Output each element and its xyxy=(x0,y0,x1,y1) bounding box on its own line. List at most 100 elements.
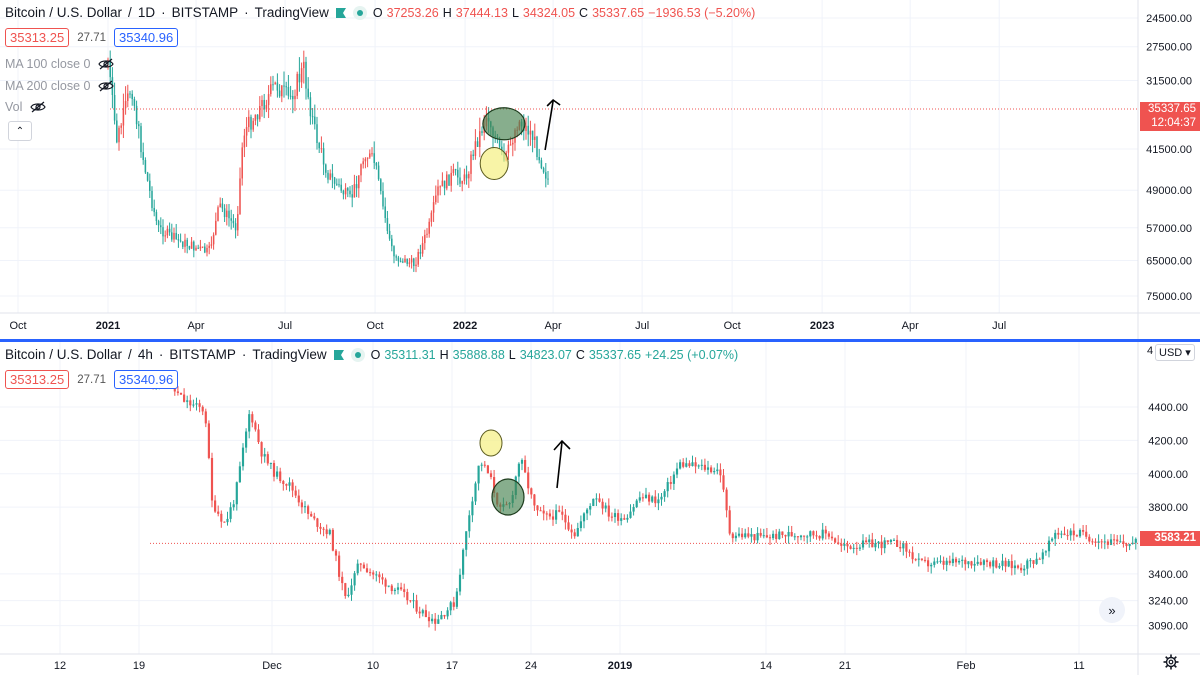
eye-hidden-icon[interactable] xyxy=(98,80,115,92)
flag-icon[interactable] xyxy=(335,7,347,19)
symbol-name[interactable]: Bitcoin / U.S. Dollar xyxy=(5,5,123,20)
daily-candle-body xyxy=(384,206,386,219)
indicator-volume[interactable]: Vol xyxy=(5,100,47,114)
daily-candle-body xyxy=(437,186,439,196)
daily-candle-body xyxy=(267,94,270,106)
daily-chart-canvas[interactable]: 24500.00 27500.00 31500.00 41500.00 49000.00… xyxy=(0,0,1200,339)
4h-candle-body xyxy=(598,498,601,502)
daily-candle-body xyxy=(307,88,309,98)
y-tick-label: 41500.00 xyxy=(1146,144,1192,156)
4h-candle-body xyxy=(1094,541,1097,543)
daily-candle-body xyxy=(270,84,272,95)
daily-candle-body xyxy=(419,252,422,254)
chart-panel-4h[interactable]: 4400.00 4200.00 4000.00 3800.00 3400.00 3240.… xyxy=(0,342,1200,675)
indicator-ma200[interactable]: MA 200 close 0 xyxy=(5,79,115,93)
chevron-up-icon[interactable]: ⌃ xyxy=(8,121,32,141)
sell-button[interactable]: 35313.25 xyxy=(5,28,70,47)
exchange-label: BITSTAMP xyxy=(171,5,239,20)
4h-candle-body xyxy=(871,539,874,548)
4h-candle-body xyxy=(765,535,768,538)
x-tick-label: Jul xyxy=(992,320,1006,332)
indicator-ma100[interactable]: MA 100 close 0 xyxy=(5,57,115,71)
daily-candle-body xyxy=(135,105,138,125)
4h-candle-body xyxy=(930,564,933,567)
4h-candle-body xyxy=(843,544,846,546)
4h-candle-body xyxy=(1069,530,1072,536)
4h-chart-canvas[interactable]: 4400.00 4200.00 4000.00 3800.00 3400.00 3240.… xyxy=(0,342,1200,675)
sell-button[interactable]: 35313.25 xyxy=(5,370,70,389)
daily-candle-body xyxy=(393,246,395,257)
daily-candle-body xyxy=(446,174,448,189)
daily-candle-body xyxy=(364,158,367,162)
4h-candle-body xyxy=(1134,538,1137,543)
4h-candle-body xyxy=(868,539,871,543)
4h-candle-body xyxy=(1085,531,1088,537)
4h-candle-body xyxy=(787,532,790,537)
daily-candle-body xyxy=(448,174,450,186)
eye-hidden-icon[interactable] xyxy=(30,101,47,113)
4h-candle-body xyxy=(592,498,595,506)
4h-candle-body xyxy=(1103,541,1106,543)
daily-candle-body xyxy=(265,105,268,110)
4h-candle-body xyxy=(1054,532,1057,539)
eye-hidden-icon[interactable] xyxy=(98,58,115,70)
buy-button[interactable]: 35340.96 xyxy=(114,370,179,389)
4h-candle-body xyxy=(905,543,908,552)
interval-label[interactable]: 4h xyxy=(137,347,153,362)
x-tick-label: Apr xyxy=(902,320,919,332)
daily-candle-body xyxy=(166,228,169,236)
4h-candle-body xyxy=(818,535,821,539)
4h-candle-body xyxy=(1128,543,1131,547)
daily-candle-body xyxy=(204,246,206,253)
daily-candle-body xyxy=(256,114,259,120)
4h-candle-body xyxy=(967,561,970,565)
daily-candle-body xyxy=(287,86,290,96)
symbol-name[interactable]: Bitcoin / U.S. Dollar xyxy=(5,347,123,362)
daily-candle-body xyxy=(340,184,342,191)
4h-candle-body xyxy=(362,564,365,569)
flag-icon[interactable] xyxy=(333,349,345,361)
4h-candle-body xyxy=(728,510,731,534)
panel-divider[interactable] xyxy=(0,339,1200,342)
4h-candle-body xyxy=(1060,533,1063,535)
4h-candle-body xyxy=(1010,561,1013,569)
4h-candle-body xyxy=(1113,539,1116,541)
daily-candle-body xyxy=(338,184,340,186)
daily-candle-body xyxy=(303,61,305,69)
daily-candle-body xyxy=(452,169,455,173)
double-chevron-right-icon[interactable]: » xyxy=(1099,597,1125,623)
daily-candle-body xyxy=(254,114,257,121)
buy-button[interactable]: 35340.96 xyxy=(114,28,179,47)
chart-panel-daily[interactable]: 24500.00 27500.00 31500.00 41500.00 49000.00… xyxy=(0,0,1200,339)
4h-candle-body xyxy=(837,542,840,544)
x-tick-label: 19 xyxy=(133,660,145,672)
daily-candle-body xyxy=(171,232,173,240)
market-status-icon[interactable] xyxy=(350,347,365,362)
daily-candle-body xyxy=(322,148,325,165)
daily-candle-body xyxy=(186,239,188,247)
4h-candle-body xyxy=(933,561,936,565)
4h-candle-body xyxy=(555,510,558,520)
market-status-icon[interactable] xyxy=(352,5,367,20)
daily-candle-body xyxy=(542,168,545,173)
4h-candle-body xyxy=(527,472,530,489)
4h-candle-body xyxy=(431,618,434,622)
4h-candle-body xyxy=(1063,533,1066,536)
daily-candle-body xyxy=(540,160,543,169)
gear-icon[interactable] xyxy=(1163,654,1179,670)
4h-candle-body xyxy=(849,546,852,549)
4h-candle-body xyxy=(1125,543,1128,547)
daily-candle-body xyxy=(331,173,334,178)
interval-label[interactable]: 1D xyxy=(137,5,156,20)
daily-candle-body xyxy=(435,195,437,203)
daily-candle-body xyxy=(351,194,353,198)
daily-candle-body xyxy=(501,146,503,152)
daily-candle-body xyxy=(151,190,153,208)
currency-button[interactable]: USD ▾ xyxy=(1155,344,1195,361)
x-tick-label: 2021 xyxy=(96,320,120,332)
daily-candle-body xyxy=(327,172,329,180)
daily-candle-body xyxy=(241,147,243,179)
daily-candle-body xyxy=(201,246,204,248)
y-tick-label: 3800.00 xyxy=(1148,502,1188,514)
daily-candle-body xyxy=(347,188,349,191)
